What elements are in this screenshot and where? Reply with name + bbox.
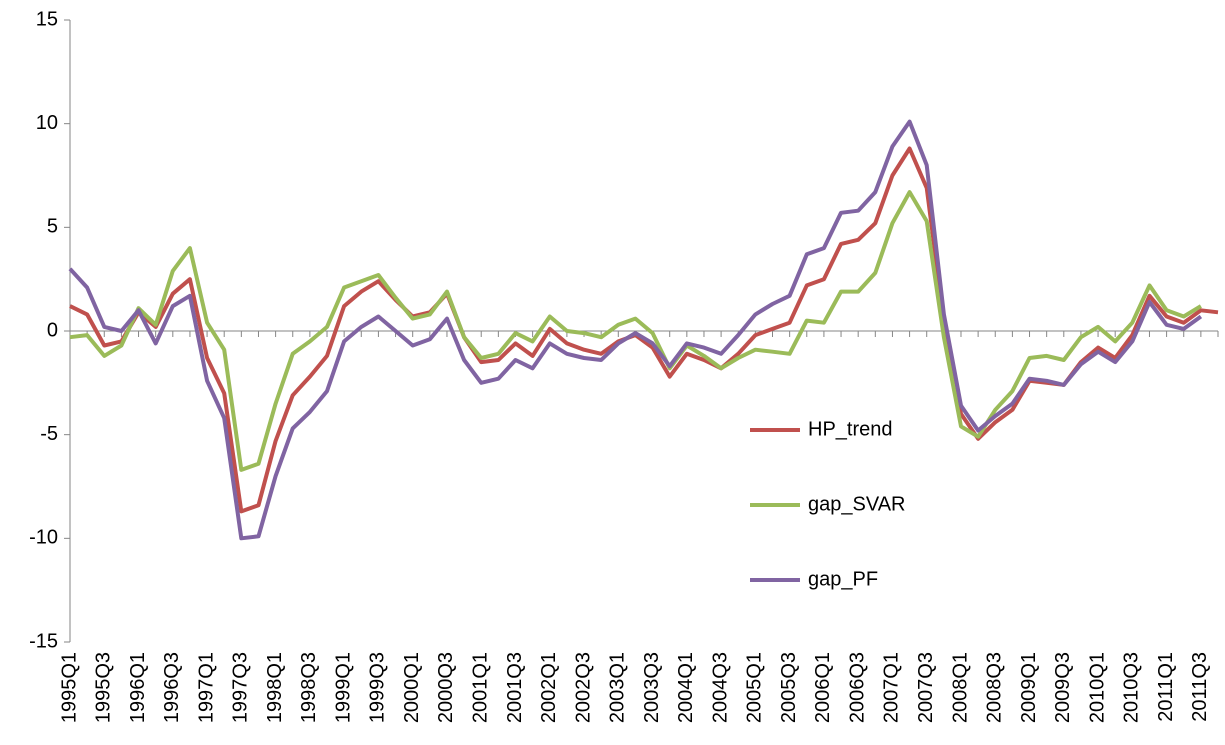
line-series <box>68 119 1203 541</box>
x-tick-label: 1995Q3 <box>93 652 115 723</box>
x-tick-label: 1999Q1 <box>332 652 354 723</box>
x-tick-label: 2000Q3 <box>435 652 457 723</box>
x-tick-label: 2010Q3 <box>1121 652 1143 723</box>
x-tick-label: 2004Q1 <box>675 652 697 723</box>
x-tick-label: 2003Q3 <box>641 652 663 723</box>
x-tick-label: 2008Q1 <box>949 652 971 723</box>
x-tick-label: 2007Q1 <box>881 652 903 723</box>
x-tick-label: 1998Q1 <box>264 652 286 723</box>
legend-label: gap_PF <box>808 568 878 590</box>
x-tick-label: 2002Q3 <box>572 652 594 723</box>
x-tick-label: 2001Q3 <box>504 652 526 723</box>
y-tick-label: 10 <box>36 112 58 134</box>
x-tick-label: 1997Q1 <box>195 652 217 723</box>
x-tick-label: 2006Q3 <box>846 652 868 723</box>
x-tick-label: 1996Q3 <box>161 652 183 723</box>
line-series <box>69 190 1202 472</box>
legend-label: HP_trend <box>808 418 893 440</box>
y-tick-label: 15 <box>36 8 58 30</box>
x-tick-label: 1998Q3 <box>298 652 320 723</box>
x-tick-label: 2001Q1 <box>470 652 492 723</box>
x-tick-label: 1995Q1 <box>58 652 80 723</box>
x-tick-label: 2005Q3 <box>778 652 800 723</box>
y-tick-label: -15 <box>29 630 58 652</box>
x-tick-label: 2011Q3 <box>1189 652 1211 722</box>
x-tick-label: 2005Q1 <box>744 652 766 723</box>
legend-label: gap_SVAR <box>808 493 905 515</box>
y-tick-label: -10 <box>29 527 58 549</box>
x-tick-label: 1997Q3 <box>230 652 252 723</box>
x-tick-label: 2007Q3 <box>915 652 937 723</box>
x-tick-label: 2000Q1 <box>401 652 423 723</box>
line-series <box>69 146 1219 514</box>
y-tick-label: 0 <box>47 319 58 341</box>
x-tick-label: 2006Q1 <box>812 652 834 723</box>
y-tick-label: 5 <box>47 216 58 238</box>
x-tick-label: 2009Q3 <box>1052 652 1074 723</box>
x-tick-label: 1996Q1 <box>127 652 149 723</box>
x-tick-label: 2002Q1 <box>538 652 560 723</box>
x-tick-label: 2003Q1 <box>607 652 629 723</box>
x-tick-label: 2009Q1 <box>1018 652 1040 723</box>
y-tick-label: -5 <box>40 423 58 445</box>
x-tick-label: 2004Q3 <box>709 652 731 723</box>
x-tick-label: 1999Q3 <box>367 652 389 723</box>
x-tick-label: 2008Q3 <box>984 652 1006 723</box>
x-tick-label: 2011Q1 <box>1155 652 1177 722</box>
x-tick-label: 2010Q1 <box>1086 652 1108 723</box>
